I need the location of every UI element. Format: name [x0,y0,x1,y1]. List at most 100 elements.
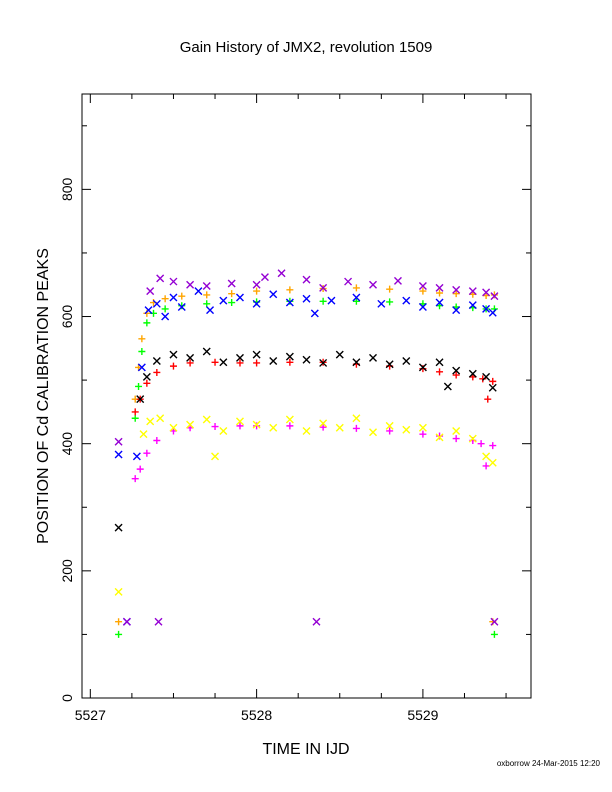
data-point [269,423,278,432]
data-point [302,426,311,435]
data-point [146,287,155,296]
data-point [468,287,477,296]
data-point [285,352,294,361]
data-point [136,465,144,473]
data-point [369,353,378,362]
x-tick-label: 5527 [75,707,106,723]
data-point [236,422,244,430]
data-point [154,617,163,626]
data-point [177,302,186,311]
data-point [435,433,444,442]
data-point [386,427,394,435]
data-point [235,417,244,426]
data-point [335,423,344,432]
data-point [252,280,261,289]
axis-tick-labels: 0 200 400 600 800 5527 5528 5529 [59,177,439,723]
series-4 [114,287,497,626]
data-point [211,423,219,431]
data-point [161,295,169,303]
data-point [489,377,497,385]
data-point [152,299,161,308]
data-point [252,420,261,429]
data-point [352,293,361,302]
data-point [436,432,444,440]
data-point [161,305,169,313]
data-point [156,414,165,423]
data-point [194,287,203,296]
data-point [138,347,146,355]
data-point [482,288,491,297]
data-point [352,358,361,367]
data-point [344,277,353,286]
data-point [418,423,427,432]
data-point [169,293,178,302]
data-point [435,283,444,292]
data-point [402,357,411,366]
data-point [211,358,219,366]
data-point [122,617,131,626]
data-point [443,382,452,391]
data-point [286,297,294,305]
data-point [352,424,360,432]
data-point [352,284,360,292]
data-point [186,353,195,362]
data-point [135,363,143,371]
data-point [211,452,220,461]
data-point [312,617,321,626]
data-point [131,408,139,416]
data-point [219,358,228,367]
data-point [143,319,151,327]
data-point [484,395,492,403]
data-point [419,287,427,295]
data-point [186,280,195,289]
data-point [468,434,477,443]
data-point [482,452,491,461]
data-point [169,362,177,370]
data-point [418,302,427,311]
data-point [144,306,153,315]
data-point [228,290,236,298]
data-point [115,630,123,638]
series-7 [114,414,497,596]
data-point [419,430,427,438]
plot-frame [81,93,532,699]
data-point [352,297,360,305]
data-point [227,279,236,288]
data-point [386,298,394,306]
data-point [253,422,261,430]
data-point [490,291,498,299]
data-point [335,350,344,359]
data-point [369,280,378,289]
x-tick-label: 5529 [407,707,438,723]
data-point [452,435,460,443]
data-point [386,285,394,293]
data-point [477,440,485,448]
data-point [139,430,148,439]
data-point [286,286,294,294]
data-point [418,363,427,372]
data-point [402,425,411,434]
data-point [131,475,139,483]
data-point [482,304,491,313]
data-point [269,290,278,299]
data-point [490,292,499,301]
data-point [436,289,444,297]
data-point [402,296,411,305]
data-point [203,300,211,308]
data-point [114,587,123,596]
data-point [490,617,499,626]
data-point [202,415,211,424]
data-point [488,458,497,467]
data-point [452,285,461,294]
y-tick-label: 0 [59,694,75,702]
data-point [228,299,236,307]
data-point [115,618,123,626]
data-point [206,306,215,315]
data-point [131,414,139,422]
data-point [490,630,498,638]
data-point [114,437,123,446]
data-point [319,297,327,305]
data-point [161,312,170,321]
data-point [203,291,211,299]
